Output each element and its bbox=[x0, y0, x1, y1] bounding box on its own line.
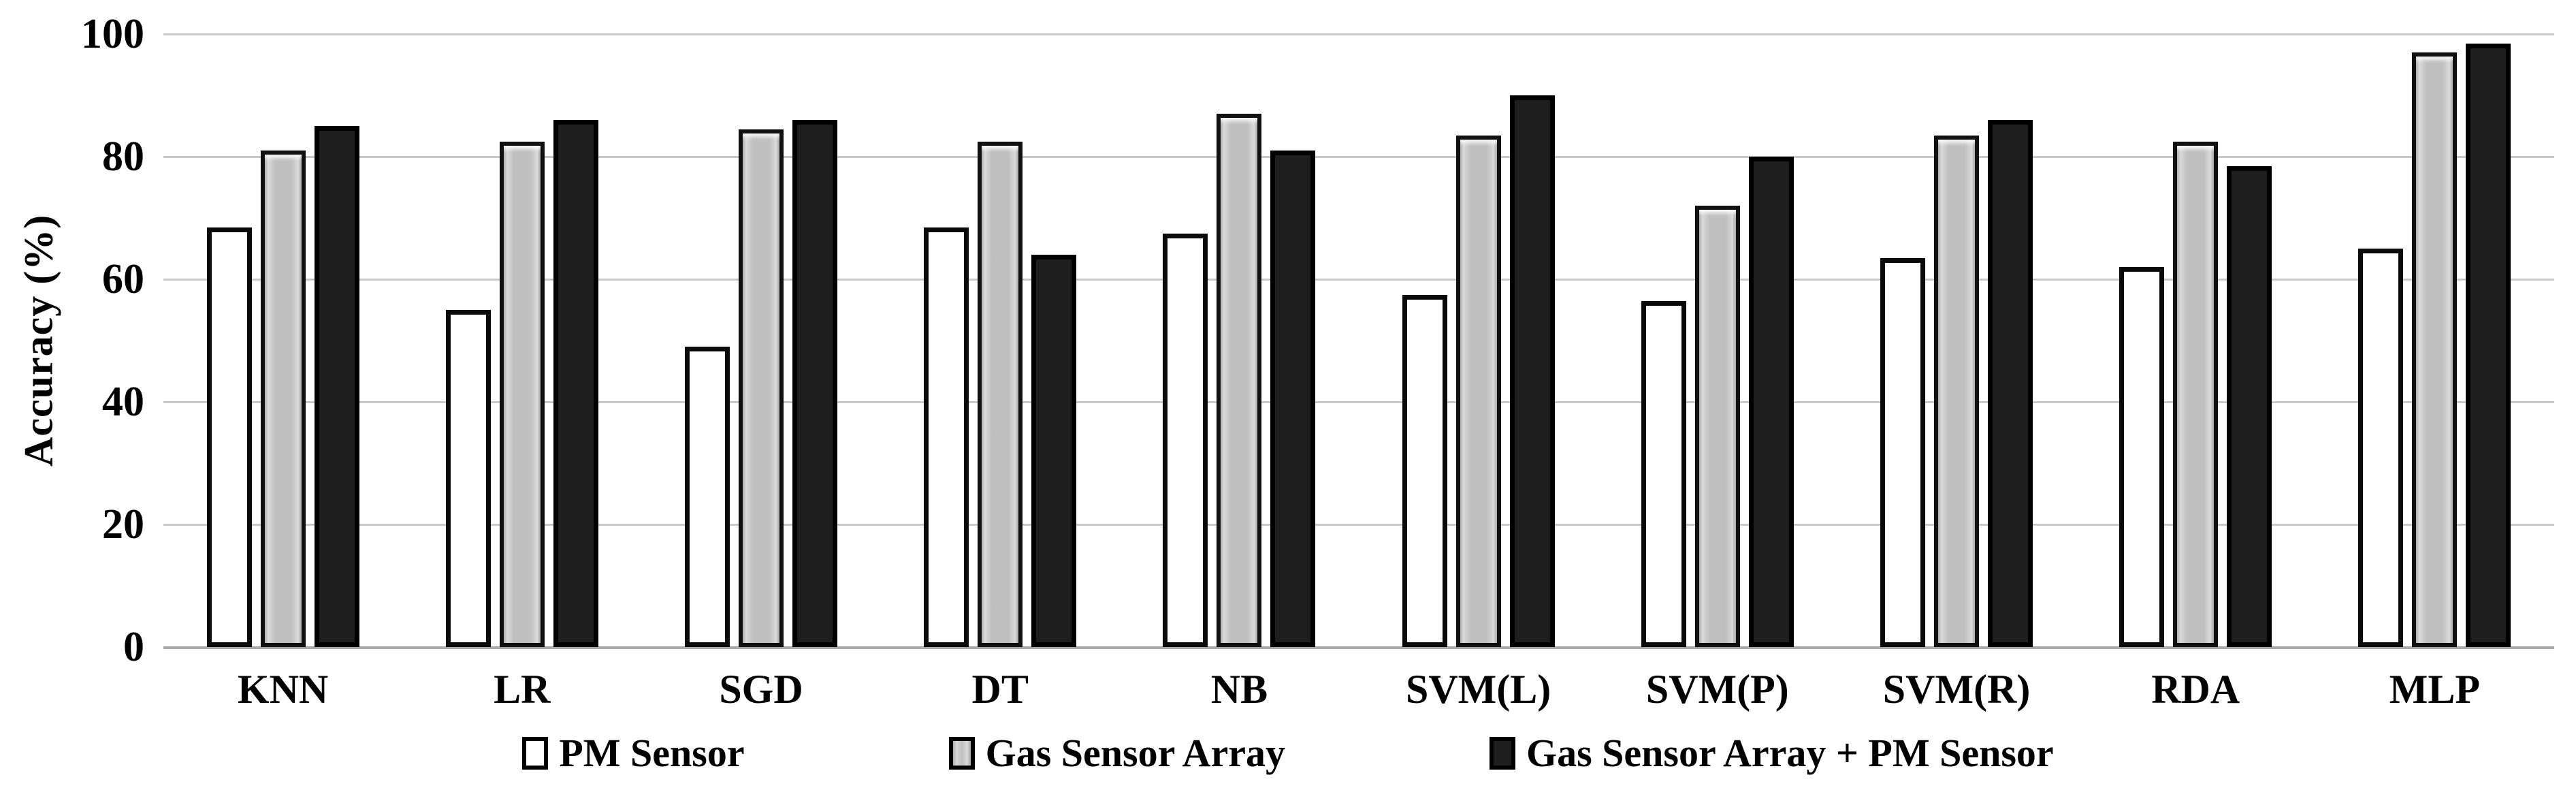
y-axis-title: Accuracy (%) bbox=[16, 214, 61, 467]
bar-KNN-Gas Sensor Array bbox=[260, 151, 306, 647]
bar-MLP-Gas Sensor Array bbox=[2412, 52, 2458, 647]
bar-SVM(R)-Gas Sensor Array + PM Sensor bbox=[1988, 120, 2033, 647]
legend-label: Gas Sensor Array bbox=[985, 731, 1285, 775]
x-axis-category-labels: KNN LR SGD DT NB SVM(L) SVM(P) SVM(R) RDA MLP bbox=[163, 666, 2554, 713]
bar-KNN-PM Sensor bbox=[206, 227, 252, 647]
x-label-KNN: KNN bbox=[237, 667, 329, 712]
x-label-SVM(R): SVM(R) bbox=[1882, 667, 2031, 712]
gridline-y80 bbox=[163, 156, 2554, 158]
legend-item-Gas Sensor Array: Gas Sensor Array bbox=[948, 730, 1285, 776]
bar-LR-Gas Sensor Array bbox=[499, 141, 545, 647]
bar-MLP-PM Sensor bbox=[2358, 249, 2404, 647]
bar-SGD-Gas Sensor Array + PM Sensor bbox=[792, 120, 837, 647]
bar-group-KNN bbox=[163, 34, 402, 647]
bar-SVM(L)-Gas Sensor Array bbox=[1455, 135, 1501, 647]
x-label-SGD: SGD bbox=[719, 667, 803, 712]
y-tick-label-20: 20 bbox=[102, 501, 144, 548]
legend-item-Gas Sensor Array + PM Sensor: Gas Sensor Array + PM Sensor bbox=[1489, 730, 2054, 776]
gridline-y20 bbox=[163, 524, 2554, 526]
y-tick-label-40: 40 bbox=[102, 379, 144, 425]
bar-SVM(L)-Gas Sensor Array + PM Sensor bbox=[1509, 95, 1555, 647]
gridline-y100 bbox=[163, 33, 2554, 35]
bar-groups-layer bbox=[163, 34, 2554, 647]
legend-swatch-icon bbox=[1489, 736, 1515, 770]
bar-DT-Gas Sensor Array bbox=[978, 141, 1023, 647]
y-tick-label-80: 80 bbox=[102, 133, 144, 180]
y-tick-label-60: 60 bbox=[102, 256, 144, 302]
bar-NB-PM Sensor bbox=[1163, 233, 1208, 647]
bar-group-DT bbox=[881, 34, 1120, 647]
bar-DT-Gas Sensor Array + PM Sensor bbox=[1031, 255, 1077, 647]
x-label-LR: LR bbox=[494, 667, 551, 712]
bar-group-SVM(R) bbox=[1837, 34, 2076, 647]
bar-group-NB bbox=[1120, 34, 1359, 647]
bar-group-MLP bbox=[2315, 34, 2554, 647]
bar-group-LR bbox=[402, 34, 641, 647]
x-label-SVM(L): SVM(L) bbox=[1405, 667, 1551, 712]
x-label-NB: NB bbox=[1210, 667, 1268, 712]
bar-NB-Gas Sensor Array bbox=[1217, 114, 1262, 647]
bar-group-RDA bbox=[2076, 34, 2315, 647]
bar-group-SVM(P) bbox=[1598, 34, 1837, 647]
legend-label: Gas Sensor Array + PM Sensor bbox=[1526, 731, 2054, 775]
bar-SVM(R)-Gas Sensor Array bbox=[1934, 135, 1980, 647]
bar-LR-Gas Sensor Array + PM Sensor bbox=[553, 120, 598, 647]
legend-item-PM Sensor: PM Sensor bbox=[522, 730, 745, 776]
bar-group-SVM(L) bbox=[1359, 34, 1598, 647]
legend-swatch-icon bbox=[522, 736, 549, 770]
bar-LR-PM Sensor bbox=[445, 310, 491, 647]
bar-DT-PM Sensor bbox=[924, 227, 969, 647]
bar-SVM(R)-PM Sensor bbox=[1880, 257, 1926, 647]
x-label-RDA: RDA bbox=[2151, 667, 2240, 712]
bar-MLP-Gas Sensor Array + PM Sensor bbox=[2466, 43, 2511, 647]
y-tick-label-100: 100 bbox=[81, 11, 144, 57]
bar-SVM(P)-Gas Sensor Array bbox=[1694, 206, 1740, 647]
bar-RDA-Gas Sensor Array + PM Sensor bbox=[2227, 166, 2272, 647]
bar-SVM(L)-PM Sensor bbox=[1402, 294, 1447, 647]
y-tick-label-0: 0 bbox=[123, 624, 144, 670]
bar-SGD-Gas Sensor Array bbox=[739, 129, 784, 647]
plot-area bbox=[163, 33, 2554, 649]
bar-SVM(P)-Gas Sensor Array + PM Sensor bbox=[1748, 157, 1794, 647]
gridline-y60 bbox=[163, 279, 2554, 281]
legend: PM Sensor Gas Sensor Array Gas Sensor Arra… bbox=[0, 730, 2576, 776]
legend-label: PM Sensor bbox=[559, 731, 745, 775]
x-label-MLP: MLP bbox=[2389, 667, 2481, 712]
bar-SVM(P)-PM Sensor bbox=[1641, 300, 1686, 647]
bar-group-SGD bbox=[641, 34, 880, 647]
bar-KNN-Gas Sensor Array + PM Sensor bbox=[314, 126, 359, 647]
bar-RDA-PM Sensor bbox=[2119, 267, 2165, 647]
legend-swatch-icon bbox=[948, 736, 975, 770]
bar-RDA-Gas Sensor Array bbox=[2173, 141, 2219, 647]
gridline-y40 bbox=[163, 401, 2554, 403]
gridline-y0 bbox=[163, 646, 2554, 649]
bar-NB-Gas Sensor Array + PM Sensor bbox=[1270, 151, 1316, 647]
x-label-DT: DT bbox=[971, 667, 1029, 712]
x-label-SVM(P): SVM(P) bbox=[1645, 667, 1789, 712]
bar-SGD-PM Sensor bbox=[685, 347, 730, 647]
